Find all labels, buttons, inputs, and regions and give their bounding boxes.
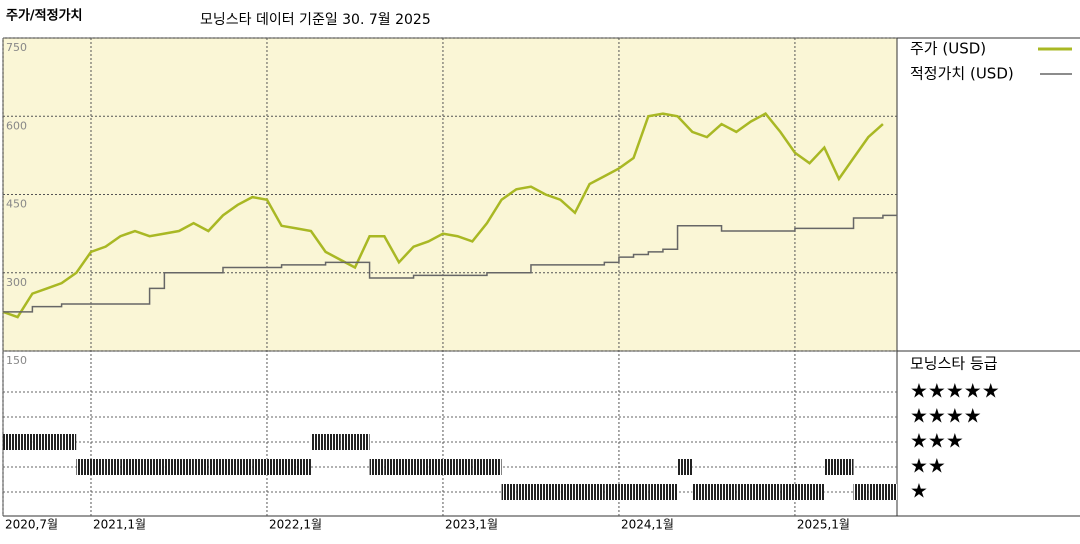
x-tick-label: 2022,1월 — [269, 518, 322, 532]
y-tick-label: 750 — [6, 41, 27, 54]
rating-bar — [17, 434, 33, 450]
rating-bar — [340, 434, 355, 450]
rating-bar — [677, 459, 693, 475]
rating-bar — [838, 459, 854, 475]
x-tick-label: 2025,1월 — [797, 518, 850, 532]
rating-bar — [310, 434, 326, 450]
rating-bar — [120, 459, 135, 475]
rating-bar — [868, 484, 883, 500]
rating-bar — [149, 459, 165, 475]
rating-bar — [648, 484, 663, 500]
rating-bar — [222, 459, 238, 475]
rating-level: ★ — [910, 479, 928, 503]
rating-bar — [882, 484, 897, 500]
y-tick-label: 450 — [6, 198, 27, 211]
x-tick-label: 2020,7월 — [5, 518, 58, 532]
rating-bar — [354, 434, 370, 450]
rating-bar — [164, 459, 179, 475]
rating-bar — [90, 459, 106, 475]
legend-label: 적정가치 (USD) — [910, 65, 1014, 83]
rating-bar — [32, 434, 47, 450]
rating-bar — [413, 459, 429, 475]
rating-bar — [853, 484, 869, 500]
rating-bar — [193, 459, 209, 475]
rating-level: ★★★ — [910, 429, 964, 453]
legend-label: 주가 (USD) — [910, 40, 986, 58]
rating-level: ★★★★ — [910, 404, 982, 428]
rating-level: ★★★★★ — [910, 379, 1000, 403]
frame — [2, 37, 1080, 517]
rating-bar — [61, 434, 77, 450]
rating-bar — [134, 459, 150, 475]
rating-bar — [457, 459, 473, 475]
rating-bar — [281, 459, 297, 475]
x-tick-label: 2024,1월 — [621, 518, 674, 532]
series-line — [2, 112, 884, 319]
rating-bar — [486, 459, 502, 475]
chart-subtitle: 모닝스타 데이터 기준일 30. 7월 2025 — [200, 12, 431, 28]
rating-bar — [765, 484, 781, 500]
rating-bar — [428, 459, 443, 475]
rating-bar — [662, 484, 678, 500]
rating-title: 모닝스타 등급 — [910, 355, 998, 373]
rating-bar — [633, 484, 649, 500]
rating-bar — [618, 484, 634, 500]
rating-level: ★★ — [910, 454, 946, 478]
rating-bar — [266, 459, 282, 475]
x-tick-label: 2023,1월 — [445, 518, 498, 532]
series-line — [3, 214, 897, 313]
rating-bar — [706, 484, 722, 500]
rating-rows — [3, 391, 897, 493]
rating-bar — [296, 459, 311, 475]
rating-bar — [384, 459, 399, 475]
rating-bar — [369, 459, 385, 475]
rating-bar — [105, 459, 121, 475]
rating-bar — [574, 484, 590, 500]
y-tick-label: 300 — [6, 276, 27, 289]
rating-bar — [252, 459, 267, 475]
x-tick-label: 2021,1월 — [93, 518, 146, 532]
rating-bar — [589, 484, 605, 500]
chart-title: 주가/적정가치 — [6, 8, 83, 24]
rating-bar — [76, 459, 91, 475]
rating-bar — [780, 484, 795, 500]
rating-bar — [692, 484, 707, 500]
rating-bar — [560, 484, 575, 500]
rating-bar — [750, 484, 766, 500]
rating-bar — [721, 484, 737, 500]
rating-bar — [325, 434, 341, 450]
rating-bar — [237, 459, 253, 475]
rating-bar — [824, 459, 839, 475]
rating-bar — [809, 484, 825, 500]
rating-bar — [442, 459, 458, 475]
rating-bar — [736, 484, 751, 500]
rating-bar — [604, 484, 619, 500]
rating-bar — [398, 459, 414, 475]
rating-bar — [794, 484, 810, 500]
y-tick-label: 150 — [6, 354, 27, 367]
rating-bar — [501, 484, 517, 500]
rating-bar — [530, 484, 546, 500]
rating-bar — [46, 434, 62, 450]
rating-bar — [545, 484, 561, 500]
y-tick-label: 600 — [6, 119, 27, 132]
rating-bar — [178, 459, 194, 475]
rating-bar — [3, 434, 18, 450]
rating-bar — [516, 484, 531, 500]
rating-bar — [472, 459, 487, 475]
rating-bar — [208, 459, 223, 475]
